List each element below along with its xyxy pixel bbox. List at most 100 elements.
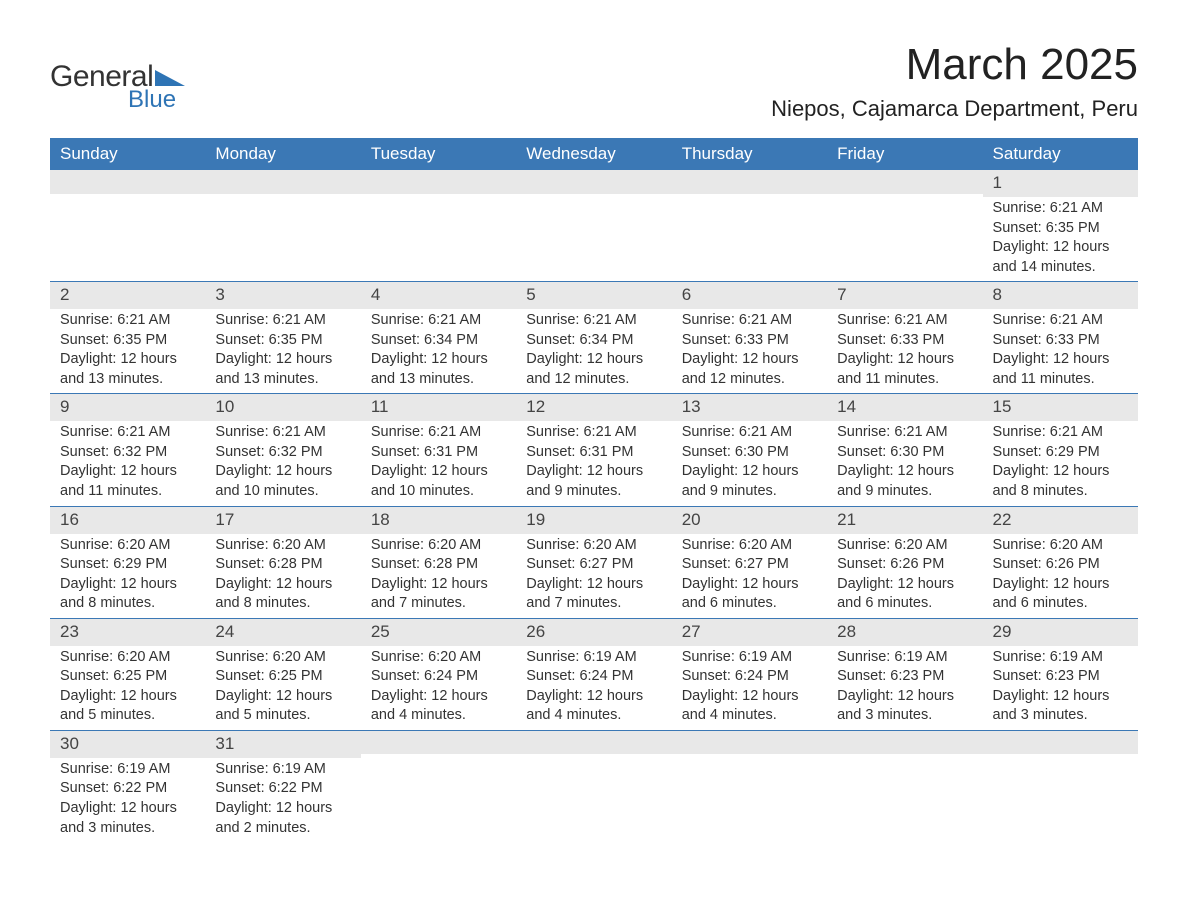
calendar-cell: 16Sunrise: 6:20 AMSunset: 6:29 PMDayligh… — [50, 506, 205, 618]
header: General Blue March 2025 Niepos, Cajamarc… — [50, 40, 1138, 128]
calendar-cell — [361, 730, 516, 842]
day-header: Friday — [827, 138, 982, 170]
sunrise-text: Sunrise: 6:21 AM — [682, 423, 817, 443]
sunrise-text: Sunrise: 6:19 AM — [215, 760, 350, 780]
day2-text: and 3 minutes. — [993, 706, 1128, 726]
sunrise-text: Sunrise: 6:19 AM — [682, 648, 817, 668]
calendar-cell: 15Sunrise: 6:21 AMSunset: 6:29 PMDayligh… — [983, 393, 1138, 505]
sunrise-text: Sunrise: 6:21 AM — [993, 199, 1128, 219]
sunset-text: Sunset: 6:23 PM — [837, 667, 972, 687]
day1-text: Daylight: 12 hours — [682, 575, 817, 595]
empty-day — [205, 170, 360, 194]
sunset-text: Sunset: 6:25 PM — [60, 667, 195, 687]
calendar-cell: 18Sunrise: 6:20 AMSunset: 6:28 PMDayligh… — [361, 506, 516, 618]
day-details: Sunrise: 6:20 AMSunset: 6:25 PMDaylight:… — [50, 646, 205, 730]
day1-text: Daylight: 12 hours — [526, 687, 661, 707]
calendar-week-row: 16Sunrise: 6:20 AMSunset: 6:29 PMDayligh… — [50, 506, 1138, 618]
sunrise-text: Sunrise: 6:19 AM — [526, 648, 661, 668]
day-details: Sunrise: 6:21 AMSunset: 6:33 PMDaylight:… — [827, 309, 982, 393]
day1-text: Daylight: 12 hours — [60, 462, 195, 482]
day1-text: Daylight: 12 hours — [682, 350, 817, 370]
day-number: 11 — [361, 393, 516, 421]
day-details: Sunrise: 6:21 AMSunset: 6:34 PMDaylight:… — [516, 309, 671, 393]
title-block: March 2025 Niepos, Cajamarca Department,… — [771, 40, 1138, 128]
calendar-cell: 28Sunrise: 6:19 AMSunset: 6:23 PMDayligh… — [827, 618, 982, 730]
sunrise-text: Sunrise: 6:19 AM — [60, 760, 195, 780]
day2-text: and 11 minutes. — [993, 370, 1128, 390]
sunset-text: Sunset: 6:32 PM — [60, 443, 195, 463]
sunset-text: Sunset: 6:24 PM — [682, 667, 817, 687]
day-number: 8 — [983, 281, 1138, 309]
sunrise-text: Sunrise: 6:21 AM — [526, 423, 661, 443]
sunset-text: Sunset: 6:22 PM — [215, 779, 350, 799]
day-number: 10 — [205, 393, 360, 421]
day1-text: Daylight: 12 hours — [526, 462, 661, 482]
day1-text: Daylight: 12 hours — [215, 687, 350, 707]
day-number: 25 — [361, 618, 516, 646]
day-details: Sunrise: 6:20 AMSunset: 6:28 PMDaylight:… — [361, 534, 516, 618]
day1-text: Daylight: 12 hours — [993, 575, 1128, 595]
day-number: 21 — [827, 506, 982, 534]
calendar-cell: 23Sunrise: 6:20 AMSunset: 6:25 PMDayligh… — [50, 618, 205, 730]
empty-day — [516, 730, 671, 754]
calendar-cell: 24Sunrise: 6:20 AMSunset: 6:25 PMDayligh… — [205, 618, 360, 730]
day-details: Sunrise: 6:19 AMSunset: 6:22 PMDaylight:… — [205, 758, 360, 842]
sunrise-text: Sunrise: 6:21 AM — [993, 423, 1128, 443]
day1-text: Daylight: 12 hours — [682, 462, 817, 482]
calendar-cell: 29Sunrise: 6:19 AMSunset: 6:23 PMDayligh… — [983, 618, 1138, 730]
day-details: Sunrise: 6:20 AMSunset: 6:26 PMDaylight:… — [983, 534, 1138, 618]
empty-day — [516, 170, 671, 194]
day-details: Sunrise: 6:19 AMSunset: 6:23 PMDaylight:… — [827, 646, 982, 730]
sunrise-text: Sunrise: 6:21 AM — [837, 311, 972, 331]
calendar-cell: 6Sunrise: 6:21 AMSunset: 6:33 PMDaylight… — [672, 281, 827, 393]
day-number: 31 — [205, 730, 360, 758]
sunset-text: Sunset: 6:35 PM — [215, 331, 350, 351]
day-number: 9 — [50, 393, 205, 421]
calendar-cell: 4Sunrise: 6:21 AMSunset: 6:34 PMDaylight… — [361, 281, 516, 393]
day1-text: Daylight: 12 hours — [215, 350, 350, 370]
sunset-text: Sunset: 6:31 PM — [526, 443, 661, 463]
sunset-text: Sunset: 6:33 PM — [837, 331, 972, 351]
day-header: Thursday — [672, 138, 827, 170]
day1-text: Daylight: 12 hours — [60, 687, 195, 707]
day-number: 16 — [50, 506, 205, 534]
sunset-text: Sunset: 6:26 PM — [837, 555, 972, 575]
sunset-text: Sunset: 6:28 PM — [215, 555, 350, 575]
sunset-text: Sunset: 6:24 PM — [526, 667, 661, 687]
sunrise-text: Sunrise: 6:21 AM — [371, 311, 506, 331]
day1-text: Daylight: 12 hours — [60, 799, 195, 819]
day-header: Wednesday — [516, 138, 671, 170]
calendar-cell: 21Sunrise: 6:20 AMSunset: 6:26 PMDayligh… — [827, 506, 982, 618]
day-details: Sunrise: 6:21 AMSunset: 6:35 PMDaylight:… — [50, 309, 205, 393]
sunrise-text: Sunrise: 6:20 AM — [526, 536, 661, 556]
day2-text: and 13 minutes. — [215, 370, 350, 390]
day-number: 15 — [983, 393, 1138, 421]
day-header: Saturday — [983, 138, 1138, 170]
day-details: Sunrise: 6:20 AMSunset: 6:29 PMDaylight:… — [50, 534, 205, 618]
sunset-text: Sunset: 6:29 PM — [60, 555, 195, 575]
calendar-cell — [827, 170, 982, 281]
day2-text: and 8 minutes. — [215, 594, 350, 614]
day2-text: and 7 minutes. — [526, 594, 661, 614]
day-number: 1 — [983, 170, 1138, 197]
day1-text: Daylight: 12 hours — [371, 350, 506, 370]
day-number: 5 — [516, 281, 671, 309]
calendar-cell: 31Sunrise: 6:19 AMSunset: 6:22 PMDayligh… — [205, 730, 360, 842]
day-number: 17 — [205, 506, 360, 534]
calendar-cell: 22Sunrise: 6:20 AMSunset: 6:26 PMDayligh… — [983, 506, 1138, 618]
day-details: Sunrise: 6:20 AMSunset: 6:25 PMDaylight:… — [205, 646, 360, 730]
calendar-cell: 19Sunrise: 6:20 AMSunset: 6:27 PMDayligh… — [516, 506, 671, 618]
day-header-row: Sunday Monday Tuesday Wednesday Thursday… — [50, 138, 1138, 170]
day2-text: and 7 minutes. — [371, 594, 506, 614]
calendar-week-row: 2Sunrise: 6:21 AMSunset: 6:35 PMDaylight… — [50, 281, 1138, 393]
empty-day — [827, 170, 982, 194]
day-number: 28 — [827, 618, 982, 646]
calendar-week-row: 30Sunrise: 6:19 AMSunset: 6:22 PMDayligh… — [50, 730, 1138, 842]
sunset-text: Sunset: 6:23 PM — [993, 667, 1128, 687]
calendar-cell: 7Sunrise: 6:21 AMSunset: 6:33 PMDaylight… — [827, 281, 982, 393]
sunrise-text: Sunrise: 6:19 AM — [993, 648, 1128, 668]
calendar-cell — [983, 730, 1138, 842]
calendar-cell: 14Sunrise: 6:21 AMSunset: 6:30 PMDayligh… — [827, 393, 982, 505]
calendar-week-row: 9Sunrise: 6:21 AMSunset: 6:32 PMDaylight… — [50, 393, 1138, 505]
day1-text: Daylight: 12 hours — [837, 687, 972, 707]
